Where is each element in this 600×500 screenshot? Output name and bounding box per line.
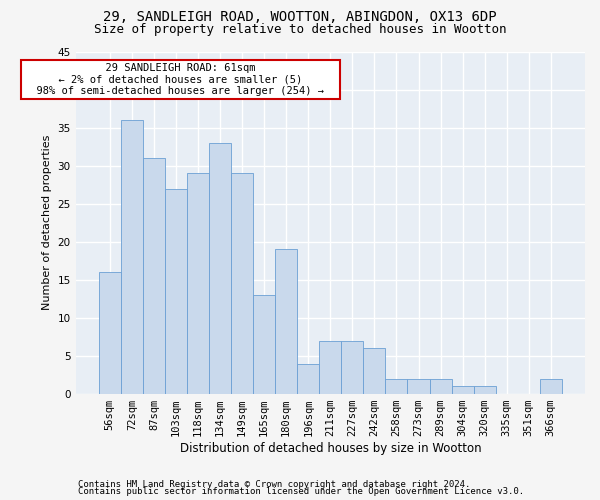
- Bar: [165, 188, 187, 394]
- Bar: [99, 272, 121, 394]
- Bar: [452, 386, 473, 394]
- Bar: [364, 348, 385, 394]
- X-axis label: Distribution of detached houses by size in Wootton: Distribution of detached houses by size …: [179, 442, 481, 455]
- Bar: [407, 379, 430, 394]
- Bar: [540, 379, 562, 394]
- Text: Contains public sector information licensed under the Open Government Licence v3: Contains public sector information licen…: [78, 488, 524, 496]
- Text: Contains HM Land Registry data © Crown copyright and database right 2024.: Contains HM Land Registry data © Crown c…: [78, 480, 470, 489]
- Bar: [231, 174, 253, 394]
- Bar: [275, 250, 297, 394]
- Bar: [297, 364, 319, 394]
- Bar: [473, 386, 496, 394]
- Bar: [187, 174, 209, 394]
- Y-axis label: Number of detached properties: Number of detached properties: [42, 135, 52, 310]
- Bar: [319, 341, 341, 394]
- Text: 29 SANDLEIGH ROAD: 61sqm  
  ← 2% of detached houses are smaller (5)  
  98% of : 29 SANDLEIGH ROAD: 61sqm ← 2% of detache…: [24, 63, 337, 96]
- Bar: [385, 379, 407, 394]
- Bar: [209, 143, 231, 394]
- Bar: [253, 295, 275, 394]
- Bar: [143, 158, 165, 394]
- Bar: [121, 120, 143, 394]
- Text: 29, SANDLEIGH ROAD, WOOTTON, ABINGDON, OX13 6DP: 29, SANDLEIGH ROAD, WOOTTON, ABINGDON, O…: [103, 10, 497, 24]
- Bar: [341, 341, 364, 394]
- Text: Size of property relative to detached houses in Wootton: Size of property relative to detached ho…: [94, 22, 506, 36]
- Bar: [430, 379, 452, 394]
